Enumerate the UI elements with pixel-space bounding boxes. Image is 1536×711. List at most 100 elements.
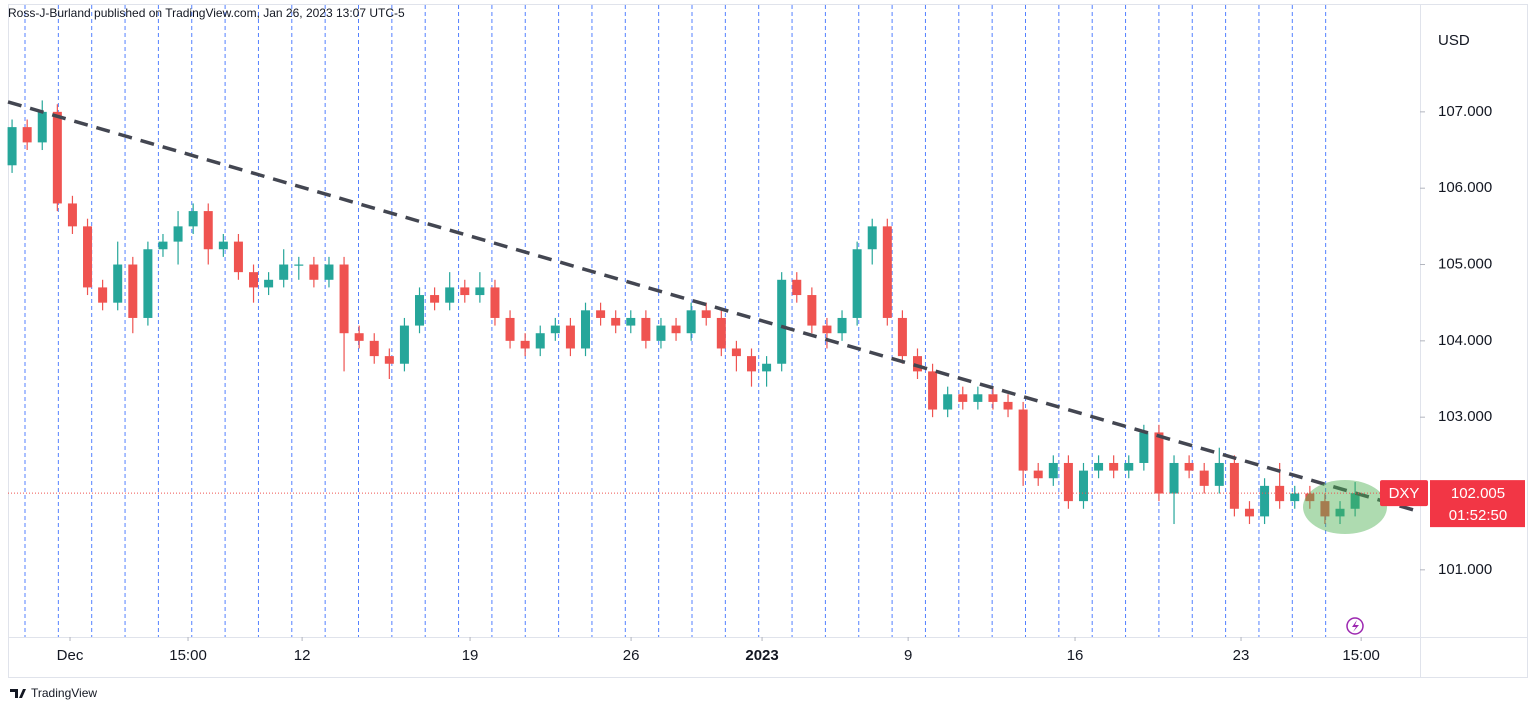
- candle-body: [1003, 401, 1013, 410]
- candle-body: [339, 264, 349, 334]
- brand-logo: TradingView: [10, 686, 97, 700]
- candle-body: [973, 394, 983, 402]
- candle-body: [7, 127, 17, 166]
- candle-body: [928, 371, 938, 410]
- chart-frame: [8, 4, 1528, 678]
- session-separators: [24, 5, 1327, 637]
- y-tick-label: 104.000: [1438, 332, 1492, 349]
- candle-body: [309, 264, 319, 280]
- candle-body: [475, 287, 485, 296]
- candle-body: [1335, 508, 1345, 517]
- last-price-label: 102.005: [1451, 485, 1505, 502]
- x-tick-label: 26: [623, 647, 640, 664]
- candle-body: [1048, 462, 1058, 479]
- candle-body: [746, 356, 756, 372]
- candle-body: [807, 295, 817, 326]
- candle-body: [264, 279, 274, 288]
- candle-body: [1109, 462, 1119, 471]
- x-tick-label: 23: [1233, 647, 1250, 664]
- x-tick-label: 15:00: [1342, 647, 1380, 664]
- candle-body: [505, 317, 515, 341]
- x-tick-label: 9: [904, 647, 912, 664]
- x-tick-label: 16: [1067, 647, 1084, 664]
- candle-body: [1124, 462, 1134, 471]
- candle-body: [1018, 409, 1028, 471]
- candle-body: [1275, 485, 1285, 502]
- candle-body: [792, 279, 802, 296]
- candle-body: [1154, 432, 1164, 494]
- candle-body: [430, 295, 440, 303]
- y-tick-label: 101.000: [1438, 561, 1492, 578]
- candle-body: [460, 287, 470, 296]
- last-price-box: [1430, 480, 1525, 528]
- header: Ross-J-Burland published on TradingView.…: [8, 6, 405, 20]
- candle-body: [98, 287, 108, 303]
- candle-body: [415, 295, 425, 326]
- candle-body: [777, 279, 787, 364]
- candle-body: [958, 394, 968, 402]
- candle-body: [943, 394, 953, 410]
- candle-body: [611, 317, 621, 326]
- candle-body: [1078, 470, 1088, 502]
- y-axis-label: USD: [1438, 32, 1470, 49]
- candle-body: [1290, 493, 1300, 502]
- highlight-ellipse: [1303, 480, 1387, 534]
- candle-body: [520, 340, 530, 349]
- candle-body: [83, 226, 93, 288]
- candle-body: [837, 317, 847, 334]
- candle-body: [67, 203, 77, 227]
- y-tick-label: 106.000: [1438, 179, 1492, 196]
- candle-body: [596, 310, 606, 318]
- candle-body: [1350, 493, 1360, 509]
- candle-body: [1320, 501, 1330, 517]
- candle-body: [535, 333, 545, 349]
- candle-body: [762, 363, 772, 372]
- candle-body: [1260, 485, 1270, 517]
- candle-body: [1094, 462, 1104, 471]
- candle-body: [716, 317, 726, 349]
- candle-body: [1063, 462, 1073, 502]
- event-icon[interactable]: [1346, 617, 1364, 635]
- candle-body: [399, 325, 409, 364]
- x-tick-label: Dec: [57, 647, 84, 664]
- candle-body: [581, 310, 591, 349]
- x-tick-label: 2023: [745, 647, 778, 664]
- symbol-label: DXY: [1389, 485, 1420, 502]
- candle-body: [626, 317, 636, 326]
- candle-body: [188, 211, 198, 227]
- candle-body: [867, 226, 877, 250]
- candle-body: [203, 211, 213, 250]
- symbol-box: [1380, 480, 1428, 507]
- candle-body: [1199, 470, 1209, 486]
- candle-body: [550, 325, 560, 334]
- candle-body: [897, 317, 907, 357]
- candle-body: [218, 241, 228, 250]
- y-tick-label: 107.000: [1438, 103, 1492, 120]
- candle-body: [1169, 462, 1179, 494]
- plot: [7, 100, 1421, 525]
- logo-mark: [10, 689, 26, 698]
- x-tick-label: 19: [462, 647, 479, 664]
- candle-body: [324, 264, 334, 280]
- x-tick-label: 12: [294, 647, 311, 664]
- candle-body: [143, 249, 153, 318]
- candle-body: [565, 325, 575, 349]
- candle-body: [1229, 462, 1239, 509]
- candle-body: [656, 325, 666, 341]
- candle-body: [731, 348, 741, 357]
- y-tick-label: 103.000: [1438, 408, 1492, 425]
- event-icon-bolt: [1352, 620, 1359, 632]
- candle-body: [1139, 432, 1149, 463]
- candle-body: [490, 287, 500, 318]
- candle-body: [1305, 493, 1315, 502]
- candle-body: [671, 325, 681, 334]
- candle-body: [1214, 462, 1224, 486]
- candle-body: [445, 287, 455, 303]
- x-tick-label: 15:00: [169, 647, 207, 664]
- candle-body: [882, 226, 892, 318]
- candle-body: [158, 241, 168, 250]
- candle-body: [22, 127, 32, 143]
- candle-body: [1184, 462, 1194, 471]
